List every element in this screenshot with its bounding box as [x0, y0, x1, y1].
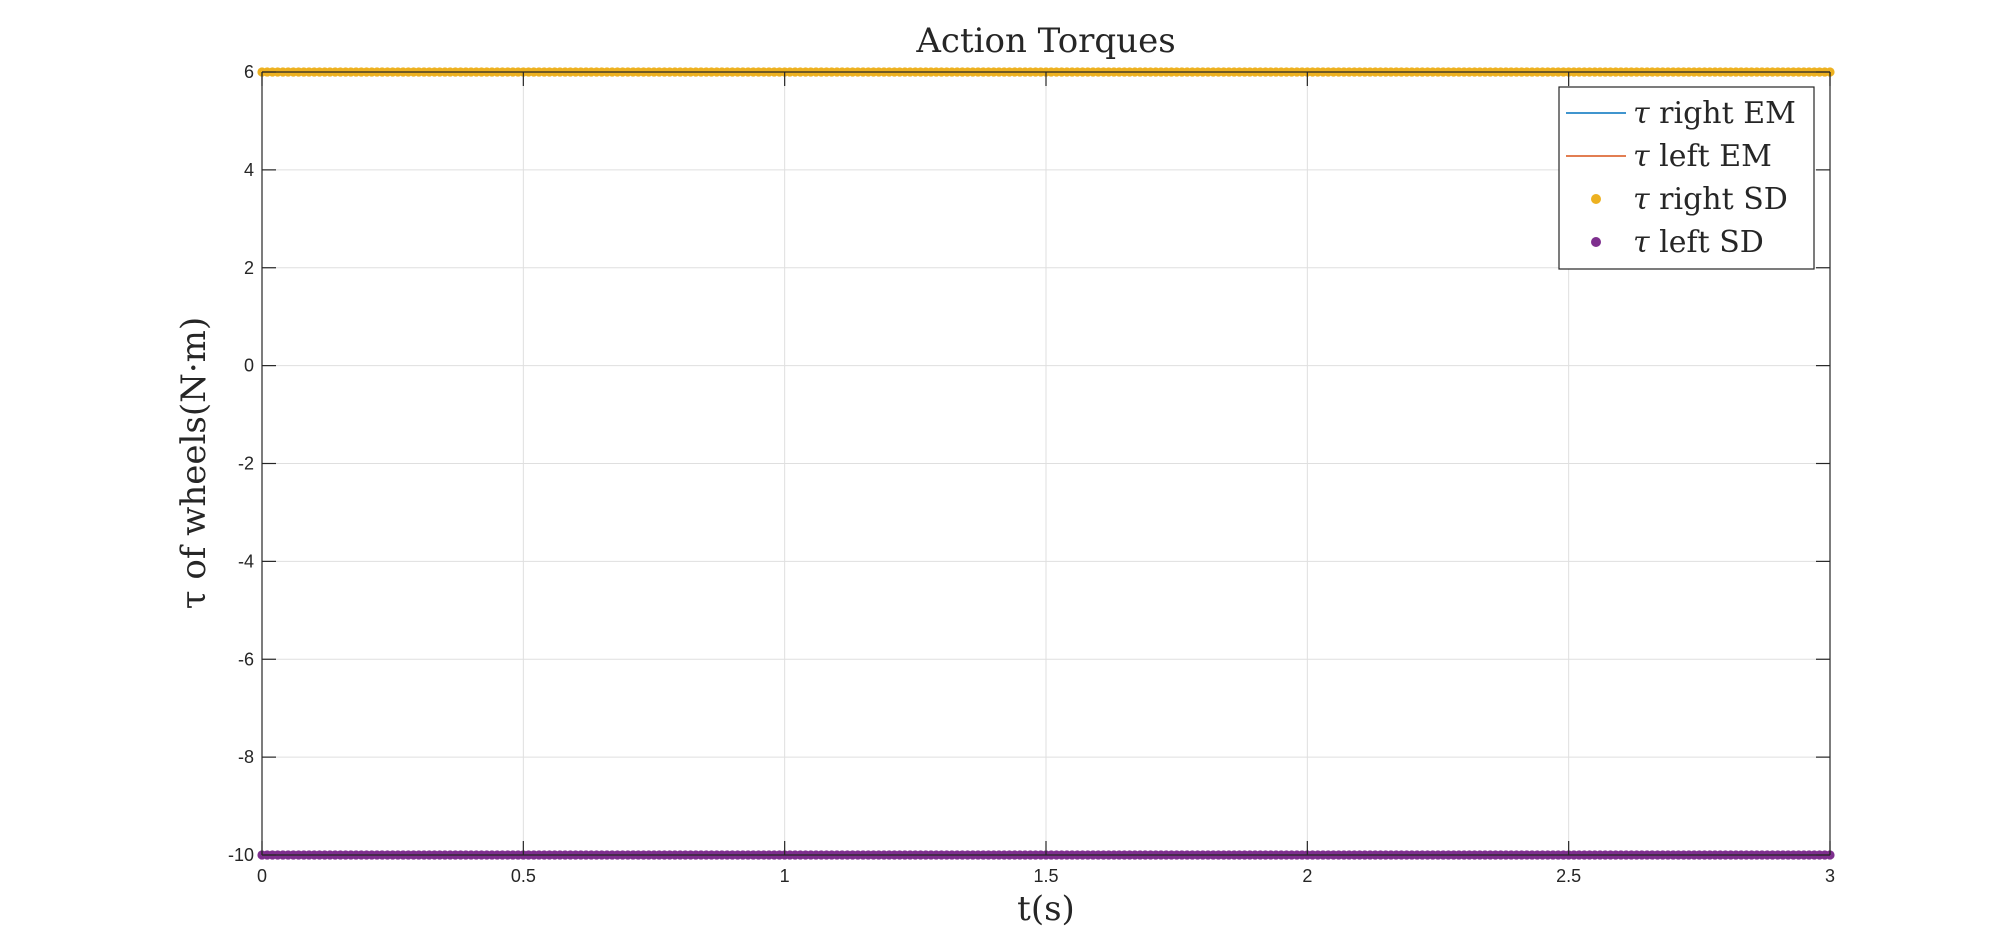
x-tick-label: 2.5 — [1556, 866, 1581, 886]
legend: τ right EM τ left EM τ right SD τ left SD — [1558, 86, 1815, 270]
legend-label: τ right SD — [1633, 182, 1788, 217]
y-tick-label: 2 — [244, 258, 254, 278]
x-axis-label: t(s) — [1017, 889, 1075, 929]
x-tick-label: 1 — [780, 866, 790, 886]
x-tick-label: 3 — [1825, 866, 1835, 886]
y-tick-label: -8 — [238, 747, 254, 767]
x-tick-label: 1.5 — [1033, 866, 1058, 886]
legend-item: τ right EM — [1566, 96, 1796, 131]
legend-label: τ left EM — [1633, 139, 1772, 174]
y-tick-label: -6 — [238, 649, 254, 669]
y-tick-label: 0 — [244, 356, 254, 376]
legend-label: τ left SD — [1633, 225, 1764, 260]
y-tick-label: -4 — [238, 551, 254, 571]
legend-item: τ left SD — [1591, 225, 1764, 260]
x-tick-label: 0.5 — [511, 866, 536, 886]
legend-item: τ right SD — [1591, 182, 1788, 217]
chart-title: Action Torques — [915, 21, 1175, 61]
legend-label: τ right EM — [1633, 96, 1796, 131]
x-tick-label: 2 — [1302, 866, 1312, 886]
y-tick-label: -10 — [228, 845, 254, 865]
legend-item: τ left EM — [1566, 139, 1772, 174]
y-tick-label: -2 — [238, 454, 254, 474]
legend-swatch — [1591, 194, 1601, 204]
tick-labels: 0 0.5 1 1.5 2 2.5 3 6 4 2 0 -2 -4 -6 -8 -10 — [228, 62, 1835, 886]
y-axis-label: τ of wheels(N·m) — [174, 317, 214, 609]
legend-swatch — [1591, 237, 1601, 247]
ticks — [261, 71, 1831, 856]
y-tick-label: 4 — [244, 160, 254, 180]
legend-box — [1558, 86, 1815, 270]
y-tick-label: 6 — [244, 62, 254, 82]
x-tick-label: 0 — [257, 866, 267, 886]
